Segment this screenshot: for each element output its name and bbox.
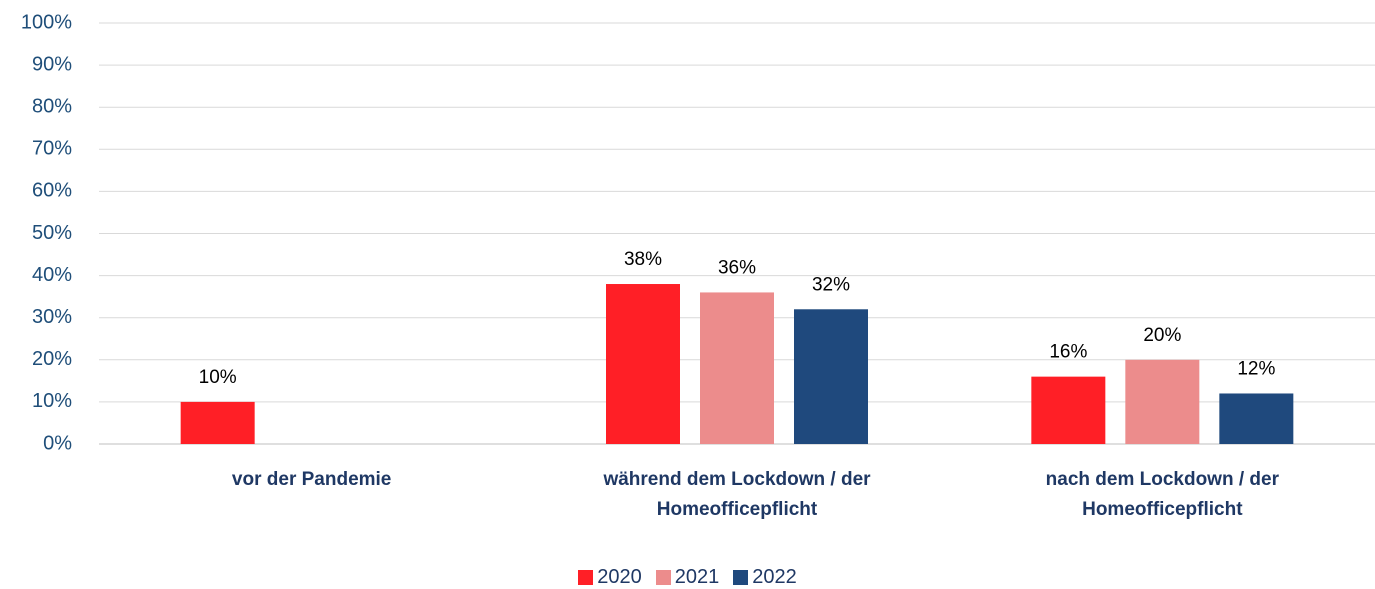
y-tick-label: 0% — [43, 432, 72, 454]
bar — [1219, 393, 1294, 444]
y-tick-label: 40% — [32, 264, 72, 286]
bar — [1031, 376, 1106, 444]
y-tick-label: 90% — [32, 53, 72, 75]
legend-item: 2022 — [733, 566, 797, 589]
y-tick-label: 10% — [32, 390, 72, 412]
legend-swatch — [733, 570, 749, 585]
data-label: 32% — [812, 274, 850, 295]
data-label: 10% — [199, 367, 237, 388]
bar — [180, 401, 255, 444]
y-tick-label: 70% — [32, 138, 72, 160]
legend-swatch — [578, 570, 594, 585]
y-tick-label: 50% — [32, 222, 72, 244]
bar — [606, 284, 680, 444]
legend-item: 2021 — [655, 566, 720, 589]
bar — [794, 309, 868, 444]
y-tick-label: 60% — [32, 180, 72, 202]
y-tick-label: 80% — [32, 95, 72, 117]
data-label: 20% — [1143, 325, 1181, 346]
bar — [700, 292, 774, 444]
y-tick-label: 20% — [32, 348, 72, 370]
data-label: 12% — [1237, 358, 1275, 379]
x-tick-label: während dem Lockdown / der Homeofficepfl… — [603, 469, 871, 520]
legend-label: 2020 — [597, 566, 642, 588]
y-tick-label: 30% — [32, 306, 72, 328]
data-label: 36% — [718, 257, 756, 278]
x-tick-label: nach dem Lockdown / der Homeofficepflich… — [1045, 469, 1279, 520]
legend-label: 2022 — [752, 566, 797, 588]
x-tick-label: vor der Pandemie — [231, 469, 392, 490]
y-tick-label: 100% — [21, 11, 72, 33]
legend-item: 2020 — [578, 566, 642, 589]
legend: 2020 2021 2022 — [0, 566, 1375, 589]
data-label: 38% — [624, 249, 662, 270]
bar — [1125, 359, 1200, 444]
legend-label: 2021 — [674, 566, 720, 588]
data-label: 16% — [1049, 342, 1087, 363]
legend-swatch — [655, 570, 671, 585]
